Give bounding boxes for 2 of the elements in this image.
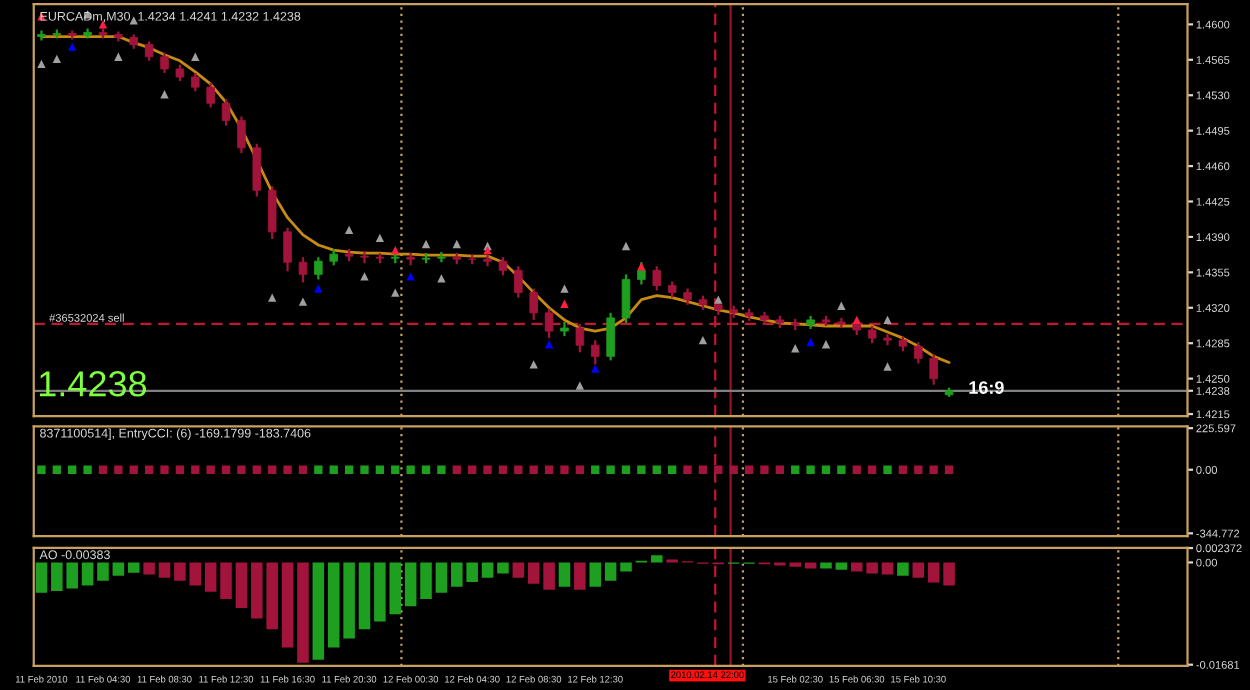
annotation: 16:9 [969,381,1004,394]
annotation: 1.4238 [39,371,147,397]
